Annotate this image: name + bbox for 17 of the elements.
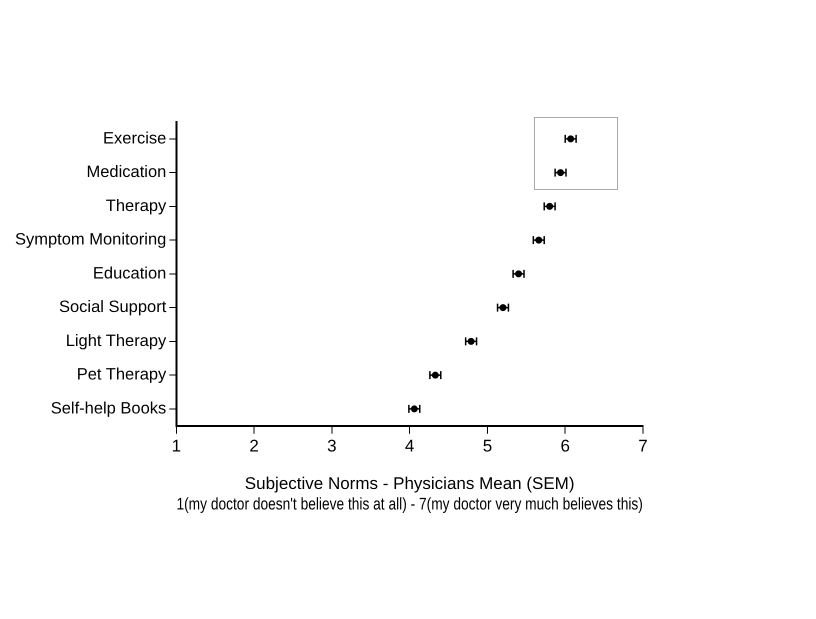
x-tick-label: 6 xyxy=(560,436,570,456)
x-tick-label: 2 xyxy=(249,436,259,456)
y-tick-label: Therapy xyxy=(106,196,168,215)
y-tick-label: Self-help Books xyxy=(50,399,166,418)
y-tick-label: Light Therapy xyxy=(66,332,168,350)
x-tick-label: 7 xyxy=(638,436,648,456)
y-tick-label: Pet Therapy xyxy=(76,366,168,384)
x-tick-label: 1 xyxy=(172,436,182,456)
x-tick-label: 5 xyxy=(482,436,492,456)
x-axis-title: Subjective Norms - Physicians Mean (SEM) 1(my doctor doesn't believe this at all) - 7(my doctor very much believes this) xyxy=(176,474,643,514)
y-tick-label: Education xyxy=(92,264,166,282)
y-tick-label: Medication xyxy=(86,163,166,182)
y-tick-label: Symptom Monitoring xyxy=(14,230,166,249)
x-tick-label: 3 xyxy=(327,436,337,456)
x-tick-label: 4 xyxy=(404,436,414,456)
y-tick-label: Exercise xyxy=(103,129,166,148)
y-tick-label: Social Support xyxy=(58,298,167,316)
